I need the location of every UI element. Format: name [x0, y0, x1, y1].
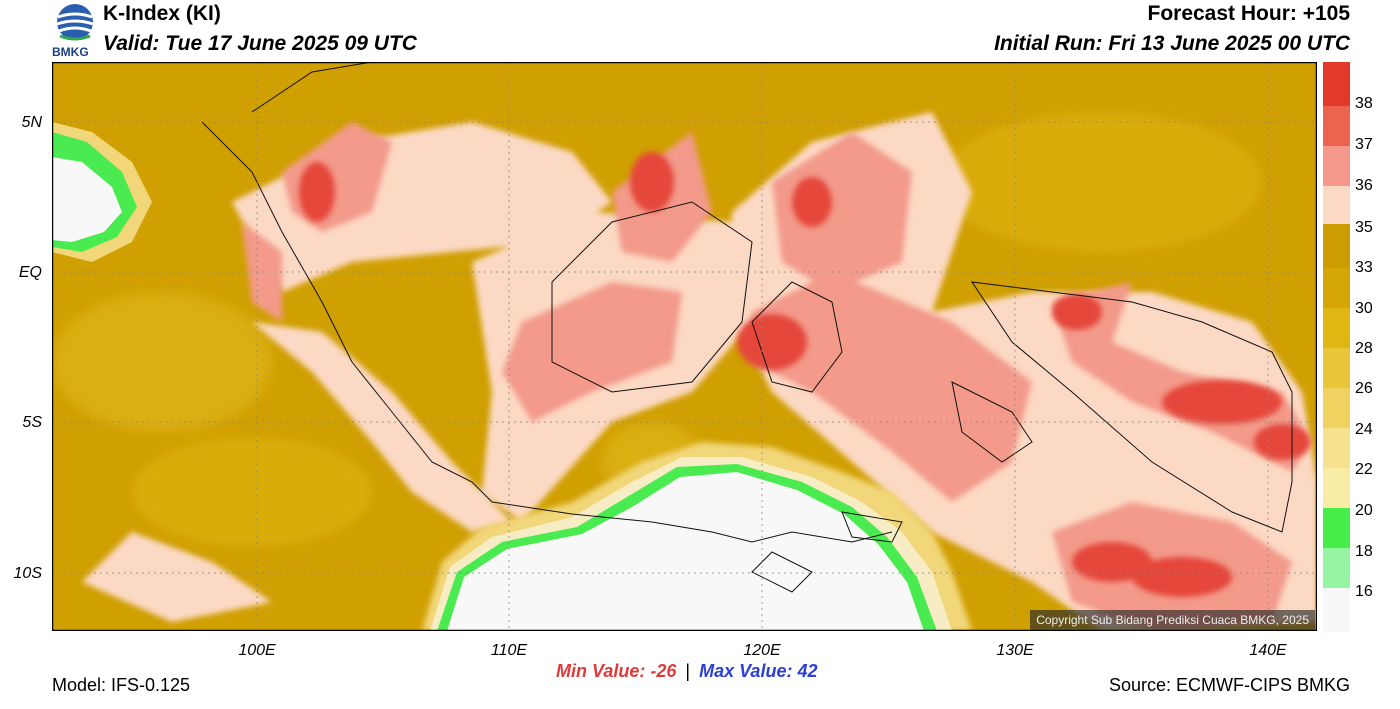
max-value: Max Value: 42 [699, 661, 818, 681]
lon-label-130e: 130E [996, 642, 1034, 659]
colorbar-label-37: 37 [1355, 136, 1373, 153]
lat-lon-grid [52, 62, 1317, 631]
lon-label-140e: 140E [1249, 642, 1287, 659]
min-value: Min Value: -26 [556, 661, 677, 681]
lon-label-100e: 100E [238, 642, 276, 659]
colorbar-swatch-20 [1323, 468, 1350, 508]
colorbar-swatch-38 [1323, 62, 1350, 106]
coastlines [201, 62, 1293, 593]
colorbar-swatch-16 [1323, 548, 1350, 588]
colorbar-label-18: 18 [1355, 543, 1373, 560]
min-max-separator: | [685, 661, 691, 681]
chart-title: K-Index (KI) [103, 2, 221, 25]
low-ki-region-java-sea-south [422, 442, 972, 631]
low-ki-region-northwest [52, 122, 152, 262]
colorbar-swatch-below-16 [1323, 588, 1350, 632]
bmkg-logo-text: BMKG [52, 45, 89, 59]
colorbar-swatch-26 [1323, 348, 1350, 388]
colorbar-swatch-28 [1323, 308, 1350, 348]
bmkg-logo: BMKG [50, 2, 100, 60]
map-panel: Copyright Sub Bidang Prediksi Cuaca BMKG… [52, 62, 1317, 631]
source-label: Source: ECMWF-CIPS BMKG [1108, 675, 1350, 695]
valid-time: Valid: Tue 17 June 2025 09 UTC [103, 32, 417, 55]
colorbar-label-36: 36 [1355, 177, 1373, 194]
lat-label-10s: 10S [13, 565, 42, 582]
model-label: Model: IFS-0.125 [52, 675, 191, 695]
colorbar-label-22: 22 [1355, 461, 1373, 478]
colorbar-swatch-36 [1323, 146, 1350, 186]
colorbar-swatch-37 [1323, 106, 1350, 146]
lat-label-5n: 5N [21, 114, 42, 131]
colorbar [1323, 62, 1350, 632]
k-index-field-map [52, 62, 1317, 631]
colorbar-swatch-24 [1323, 388, 1350, 428]
colorbar-swatch-35 [1323, 186, 1350, 224]
colorbar-label-26: 26 [1355, 380, 1373, 397]
min-max-values: Min Value: -26 | Max Value: 42 [556, 661, 817, 682]
copyright-notice: Copyright Sub Bidang Prediksi Cuaca BMKG… [1030, 610, 1315, 630]
forecast-hour: Forecast Hour: +105 [1147, 2, 1351, 25]
colorbar-label-38: 38 [1355, 95, 1373, 112]
bmkg-globe-icon [56, 4, 94, 41]
colorbar-label-35: 35 [1355, 219, 1373, 236]
colorbar-label-28: 28 [1355, 340, 1373, 357]
colorbar-label-24: 24 [1355, 421, 1373, 438]
initial-run: Initial Run: Fri 13 June 2025 00 UTC [994, 32, 1350, 55]
ki-37-plus-zones [299, 152, 1310, 597]
colorbar-swatch-33 [1323, 224, 1350, 268]
lat-label-eq: EQ [18, 264, 42, 281]
colorbar-label-20: 20 [1355, 502, 1373, 519]
lon-label-110e: 110E [490, 642, 528, 659]
colorbar-swatch-18 [1323, 508, 1350, 548]
colorbar-swatch-30 [1323, 268, 1350, 308]
lon-label-120e: 120E [743, 642, 781, 659]
colorbar-label-30: 30 [1355, 300, 1373, 317]
colorbar-label-33: 33 [1355, 259, 1373, 276]
colorbar-swatch-22 [1323, 428, 1350, 468]
lat-label-5s: 5S [22, 414, 42, 431]
colorbar-label-16: 16 [1355, 583, 1373, 600]
